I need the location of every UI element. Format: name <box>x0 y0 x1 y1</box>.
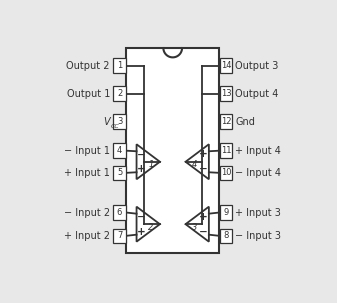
Bar <box>114 114 126 129</box>
Text: − Input 2: − Input 2 <box>64 208 110 218</box>
Text: − Input 3: − Input 3 <box>236 231 281 241</box>
Bar <box>114 86 126 101</box>
Text: 12: 12 <box>221 117 231 126</box>
Text: 5: 5 <box>117 168 122 177</box>
Text: + Input 4: + Input 4 <box>236 146 281 156</box>
Text: 13: 13 <box>221 89 231 98</box>
Text: Output 1: Output 1 <box>67 88 110 98</box>
Text: Output 4: Output 4 <box>236 88 279 98</box>
Bar <box>114 166 126 180</box>
Text: +: + <box>200 212 208 222</box>
Text: 4: 4 <box>117 146 122 155</box>
Text: +: + <box>137 164 146 174</box>
Text: 8: 8 <box>223 231 228 240</box>
Text: + Input 3: + Input 3 <box>236 208 281 218</box>
Text: 14: 14 <box>221 61 231 70</box>
Bar <box>220 114 232 129</box>
Bar <box>220 58 232 73</box>
Bar <box>220 205 232 220</box>
Text: − Input 1: − Input 1 <box>64 146 110 156</box>
Bar <box>220 86 232 101</box>
Text: 6: 6 <box>117 208 122 217</box>
Text: −: − <box>200 164 208 174</box>
Bar <box>114 143 126 158</box>
Text: 7: 7 <box>117 231 122 240</box>
Text: 3: 3 <box>192 223 197 232</box>
Text: Output 2: Output 2 <box>66 61 110 71</box>
Text: 2: 2 <box>148 223 154 232</box>
Text: 2: 2 <box>117 89 122 98</box>
Text: CC: CC <box>111 124 120 129</box>
Text: Output 3: Output 3 <box>236 61 279 71</box>
Text: +: + <box>200 149 208 159</box>
Text: 4: 4 <box>192 160 197 169</box>
Text: −: − <box>200 227 208 237</box>
Bar <box>114 228 126 243</box>
Text: 11: 11 <box>221 146 231 155</box>
Text: V: V <box>103 117 110 127</box>
Text: 1: 1 <box>148 160 154 169</box>
Text: 9: 9 <box>223 208 228 217</box>
Text: +: + <box>137 227 146 237</box>
Bar <box>220 143 232 158</box>
Bar <box>114 205 126 220</box>
Text: − Input 4: − Input 4 <box>236 168 281 178</box>
Bar <box>114 58 126 73</box>
Text: + Input 2: + Input 2 <box>64 231 110 241</box>
Text: 1: 1 <box>117 61 122 70</box>
Text: + Input 1: + Input 1 <box>64 168 110 178</box>
Bar <box>126 48 219 253</box>
Text: 3: 3 <box>117 117 122 126</box>
Text: −: − <box>137 149 146 159</box>
Text: −: − <box>137 212 146 222</box>
Text: 10: 10 <box>221 168 231 177</box>
Bar <box>220 166 232 180</box>
Bar <box>220 228 232 243</box>
Text: Gnd: Gnd <box>236 117 255 127</box>
